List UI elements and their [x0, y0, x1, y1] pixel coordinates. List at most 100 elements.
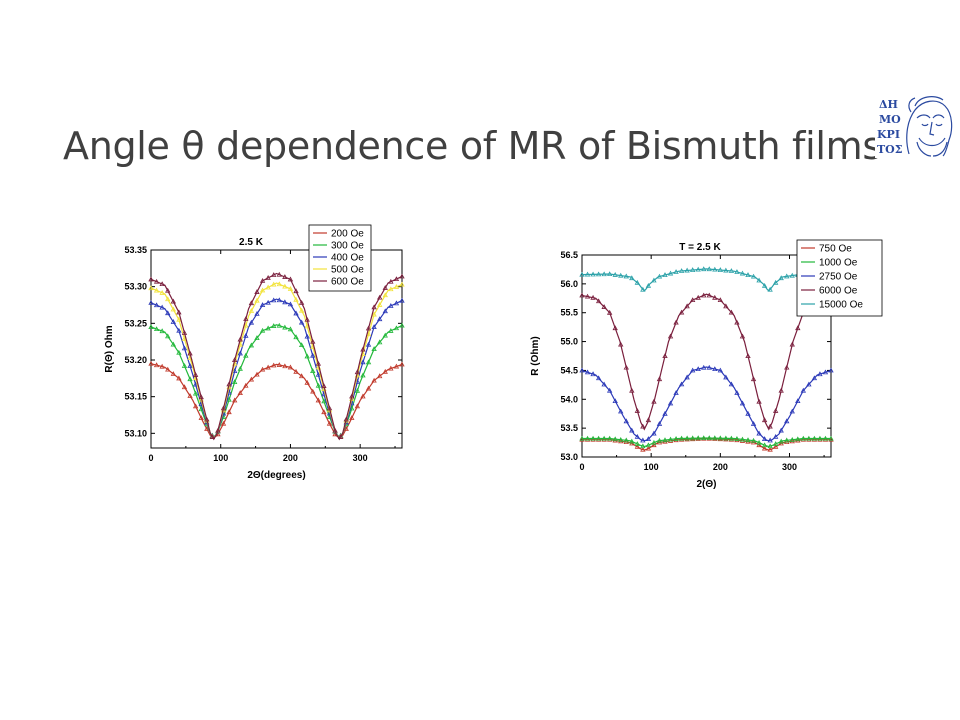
chart0-data-point	[209, 434, 216, 439]
chart1-data-point	[651, 277, 657, 283]
chart0-data-point	[198, 415, 204, 420]
slide-title: Angle θ dependence of MR of Bismuth film…	[63, 124, 882, 168]
chart0-data-point	[153, 287, 160, 293]
chart0-data-point	[170, 341, 176, 347]
chart0-data-point	[159, 328, 165, 334]
chart1-data-point	[723, 303, 729, 309]
chart1-ytick-label: 53.5	[560, 423, 578, 433]
chart0-ytick-label: 53.25	[124, 318, 147, 328]
chart0-data-point	[165, 366, 171, 372]
chart0-data-point	[165, 333, 171, 339]
chart0-data-point	[204, 416, 210, 422]
chart1-data-point	[651, 439, 657, 445]
chart1-data-point	[795, 436, 801, 442]
chart0-data-point	[293, 334, 299, 340]
chart1-data-point	[673, 436, 679, 441]
chart1-data-point	[601, 381, 607, 387]
chart1-data-point	[772, 279, 779, 285]
chart1-data-point	[634, 443, 641, 449]
chart0-xtick-label: 100	[213, 453, 228, 463]
chart1-data-point	[684, 267, 690, 273]
chart1-data-point	[606, 271, 613, 277]
chart0-data-point	[349, 415, 355, 420]
chart1-data-point	[723, 374, 729, 380]
svg-text:ΚΡΙ: ΚΡΙ	[877, 128, 900, 141]
chart1-legend-label: 6000 Oe	[819, 286, 858, 297]
chart1-data-point	[612, 271, 618, 277]
chart0-data-point	[165, 310, 171, 316]
chart1-data-point	[795, 325, 801, 331]
chart0-data-point	[220, 405, 227, 411]
chart1-data-point	[784, 273, 790, 279]
chart0-data-point	[315, 360, 322, 366]
chart0-data-point	[254, 335, 260, 340]
chart1-data-point	[761, 436, 768, 441]
chart0-data-point	[365, 385, 372, 391]
chart0-data-point	[354, 403, 361, 409]
chart0-data-point	[393, 283, 400, 289]
chart0-data-point	[282, 299, 288, 305]
chart1-data-point	[651, 398, 657, 404]
chart0-data-point	[371, 311, 377, 317]
chart1-data-point	[706, 364, 712, 370]
chart0-data-point	[259, 366, 266, 372]
chart0-data-point	[226, 381, 232, 387]
chart0-data-point	[198, 394, 204, 400]
chart1-data-point	[745, 437, 751, 443]
chart1-data-point	[778, 275, 784, 281]
chart0-data-point	[271, 297, 277, 303]
chart0-data-point	[265, 364, 271, 370]
chart1-data-point	[761, 282, 768, 288]
chart0-data-point	[237, 365, 243, 371]
chart0-data-point	[388, 278, 394, 284]
chart0-data-point	[276, 271, 282, 277]
chart1-data-point	[579, 436, 585, 442]
chart0-data-point	[287, 364, 294, 370]
chart0-data-point	[388, 286, 394, 292]
chart0-data-point	[148, 324, 154, 329]
chart1-data-point	[689, 297, 696, 303]
chart1-data-point	[667, 333, 674, 339]
chart1-data-point	[795, 398, 801, 404]
chart0-data-point	[254, 289, 260, 294]
chart1-data-point	[800, 436, 807, 442]
chart1-data-point	[584, 369, 591, 375]
chart0-data-point	[231, 357, 238, 362]
chart1-data-point	[623, 273, 629, 279]
chart1-data-point	[689, 267, 696, 273]
chart0-series-4	[148, 271, 405, 441]
svg-text:ΜΟ: ΜΟ	[879, 113, 901, 126]
chart0-data-point	[388, 303, 394, 308]
chart1-data-point	[723, 435, 729, 441]
chart1-data-point	[695, 266, 701, 272]
chart0-data-point	[159, 281, 165, 287]
chart0-data-point	[159, 363, 165, 369]
chart1-data-point	[756, 398, 762, 404]
chart1-data-point	[629, 427, 635, 433]
chart-right: 0 100 200 300 53.0 53.5 54.0 54.5 55.0 55.5 56.0 56…	[530, 239, 883, 490]
chart1-xtick-label: 100	[644, 462, 659, 472]
chart1-data-point	[590, 294, 596, 300]
chart1-data-point	[712, 366, 718, 372]
chart1-data-point	[623, 437, 629, 443]
chart0-xlabel: 2Θ(degrees)	[247, 470, 305, 481]
chart0-data-point	[360, 346, 366, 352]
chart1-data-point	[706, 292, 712, 298]
chart0-data-point	[187, 376, 193, 382]
chart1-data-point	[590, 271, 596, 277]
chart0-data-point	[271, 323, 277, 328]
chart0-data-point	[276, 297, 282, 303]
chart0-data-point	[243, 382, 249, 388]
chart1-data-point	[634, 441, 641, 446]
chart0-data-point	[315, 397, 322, 403]
chart0-series-line	[150, 324, 403, 438]
chart0-data-point	[176, 375, 182, 381]
chart0-data-point	[360, 359, 366, 365]
chart0-data-point	[248, 342, 255, 348]
chart1-data-point	[645, 442, 652, 448]
chart1-data-point	[689, 435, 696, 441]
chart1-data-point	[673, 390, 679, 395]
chart1-data-point	[712, 435, 718, 441]
chart1-data-point	[756, 442, 762, 448]
chart0-data-point	[220, 420, 227, 426]
